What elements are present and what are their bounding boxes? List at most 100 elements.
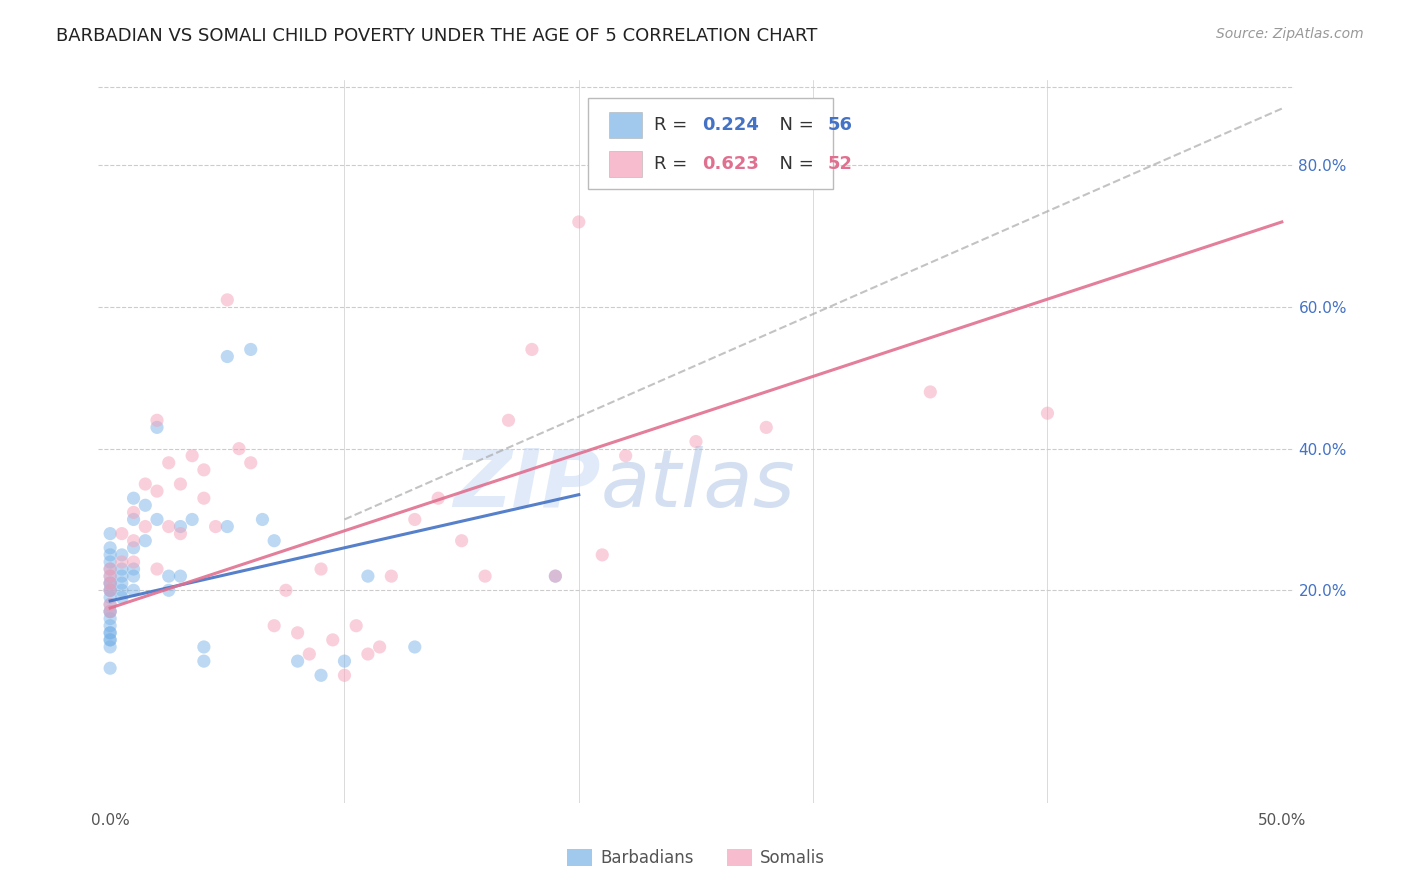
Point <box>146 562 169 576</box>
Point <box>217 350 239 364</box>
Point <box>98 591 121 605</box>
Point <box>122 583 145 598</box>
Text: atlas: atlas <box>600 446 796 524</box>
Text: R =: R = <box>654 155 693 173</box>
Point <box>134 533 156 548</box>
Point <box>333 668 356 682</box>
Point <box>228 442 250 456</box>
Point <box>98 576 121 591</box>
Point <box>122 569 145 583</box>
Point <box>134 519 156 533</box>
Point <box>474 569 496 583</box>
Point <box>169 569 191 583</box>
Point <box>111 562 134 576</box>
Text: 0.623: 0.623 <box>702 155 759 173</box>
Point <box>98 632 121 647</box>
Point <box>111 591 134 605</box>
Point <box>920 384 942 399</box>
Point <box>98 526 121 541</box>
Point <box>204 519 226 533</box>
FancyBboxPatch shape <box>609 112 643 138</box>
Text: BARBADIAN VS SOMALI CHILD POVERTY UNDER THE AGE OF 5 CORRELATION CHART: BARBADIAN VS SOMALI CHILD POVERTY UNDER … <box>56 27 818 45</box>
Point <box>252 512 274 526</box>
Point <box>111 555 134 569</box>
Point <box>1036 406 1059 420</box>
Point <box>380 569 402 583</box>
Point <box>98 605 121 619</box>
Point <box>157 456 180 470</box>
Point <box>309 668 332 682</box>
Point <box>98 625 121 640</box>
Point <box>98 605 121 619</box>
Point <box>122 555 145 569</box>
Text: N =: N = <box>768 155 820 173</box>
Point <box>98 598 121 612</box>
Text: 56: 56 <box>827 116 852 134</box>
Point <box>98 583 121 598</box>
Point <box>614 449 637 463</box>
Point <box>146 484 169 499</box>
Point <box>146 512 169 526</box>
Point <box>217 519 239 533</box>
Point <box>193 463 215 477</box>
Point <box>685 434 707 449</box>
Point <box>98 632 121 647</box>
Point <box>427 491 450 506</box>
Point <box>298 647 321 661</box>
Point <box>98 661 121 675</box>
Point <box>239 343 262 357</box>
Point <box>98 612 121 626</box>
Point <box>309 562 332 576</box>
Point <box>98 548 121 562</box>
Point <box>111 526 134 541</box>
Point <box>98 618 121 632</box>
Point <box>122 533 145 548</box>
Point <box>122 562 145 576</box>
Point <box>157 583 180 598</box>
Point <box>287 654 309 668</box>
Point <box>544 569 567 583</box>
Legend: Barbadians, Somalis: Barbadians, Somalis <box>560 842 832 874</box>
Point <box>287 625 309 640</box>
Point <box>98 576 121 591</box>
Point <box>98 625 121 640</box>
Point <box>239 456 262 470</box>
Point <box>146 413 169 427</box>
Point <box>98 583 121 598</box>
Point <box>193 654 215 668</box>
Point <box>274 583 297 598</box>
Point <box>181 512 204 526</box>
Point <box>755 420 778 434</box>
Point <box>98 583 121 598</box>
Point <box>98 569 121 583</box>
Point <box>122 505 145 519</box>
Point <box>263 533 285 548</box>
Point <box>193 640 215 654</box>
Text: ZIP: ZIP <box>453 446 600 524</box>
Point <box>181 449 204 463</box>
Point <box>169 519 191 533</box>
Point <box>333 654 356 668</box>
Point <box>404 640 426 654</box>
Point <box>357 569 380 583</box>
Point <box>193 491 215 506</box>
Point <box>122 541 145 555</box>
Point <box>111 548 134 562</box>
Text: Source: ZipAtlas.com: Source: ZipAtlas.com <box>1216 27 1364 41</box>
Point <box>111 576 134 591</box>
FancyBboxPatch shape <box>609 152 643 178</box>
Point <box>591 548 613 562</box>
Point <box>568 215 591 229</box>
Text: N =: N = <box>768 116 820 134</box>
Point <box>98 576 121 591</box>
Point <box>217 293 239 307</box>
Point <box>111 583 134 598</box>
Point <box>134 498 156 512</box>
Point <box>368 640 391 654</box>
Point <box>344 618 367 632</box>
Point <box>450 533 472 548</box>
Point <box>98 569 121 583</box>
Point <box>157 519 180 533</box>
Text: R =: R = <box>654 116 693 134</box>
Point <box>98 598 121 612</box>
